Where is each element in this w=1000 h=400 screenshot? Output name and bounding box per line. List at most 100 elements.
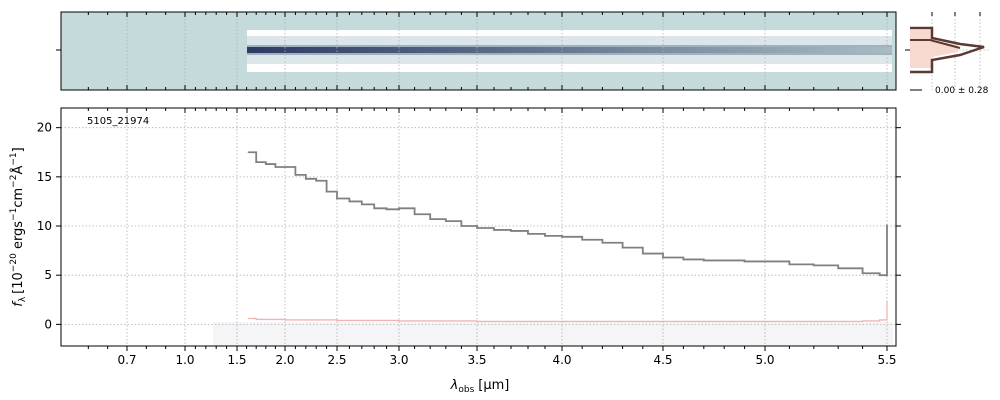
y-tick-label: 10 xyxy=(37,219,52,233)
x-axis-label-lambda: λ xyxy=(450,378,459,393)
flux-point xyxy=(336,197,338,200)
flux-point xyxy=(445,220,447,222)
spectrum-2d-frame xyxy=(60,11,897,91)
error-point xyxy=(247,317,250,320)
y-axis-label-open: [10 xyxy=(11,272,26,294)
y-axis-label: fλ[10−20 ergs−1cm−2Å−1] xyxy=(9,147,28,306)
flux-point xyxy=(385,208,388,211)
spectrum-2d-grid xyxy=(126,12,888,90)
flux-point xyxy=(460,225,463,227)
error-point xyxy=(336,319,338,322)
spectrum-1d-points xyxy=(247,151,888,323)
error-point xyxy=(862,320,864,322)
error-series-line xyxy=(248,301,888,323)
y-axis-label-close: ] xyxy=(11,147,26,152)
flux-point xyxy=(601,241,604,244)
y-tick-label: 15 xyxy=(37,170,52,184)
flux-point xyxy=(294,174,297,176)
y-axis-label-exp3: −2 xyxy=(9,175,19,188)
flux-point xyxy=(265,163,267,165)
x-tick-label: 2.0 xyxy=(275,353,294,367)
flux-point xyxy=(662,256,664,259)
spectrum-1d-ticks: 0.7 1.0 1.5 2.0 2.5 3.0 3.5 4.0 4.5 5.0 5.5 0 5 10 15 2… xyxy=(37,108,901,367)
object-id-label: 5105_21974 xyxy=(87,116,149,127)
flux-point xyxy=(561,236,563,238)
y-axis-label-angstrom: Å xyxy=(10,166,26,175)
flux-point xyxy=(255,161,257,163)
flux-point xyxy=(621,246,624,249)
error-point xyxy=(561,320,563,323)
flux-point xyxy=(413,213,416,216)
x-tick-label: 2.5 xyxy=(327,353,346,367)
flux-point xyxy=(788,263,791,266)
flux-series-line xyxy=(248,151,888,277)
x-tick-label: 1.5 xyxy=(227,353,246,367)
y-axis-label-cm: cm xyxy=(11,188,26,208)
error-point xyxy=(886,301,888,303)
spectrum-2d-trace xyxy=(247,47,892,53)
profile-panel: 0.00 ± 0.28 xyxy=(905,12,990,96)
flux-point xyxy=(348,200,351,203)
y-axis-label-exp4: −1 xyxy=(9,152,19,165)
flux-point xyxy=(476,227,478,229)
x-tick-label: 1.0 xyxy=(175,353,194,367)
error-point xyxy=(879,319,881,321)
error-point xyxy=(662,320,664,323)
error-point xyxy=(255,318,257,321)
x-tick-label: 3.5 xyxy=(467,353,486,367)
x-tick-label: 0.7 xyxy=(117,353,136,367)
y-tick-label: 0 xyxy=(44,317,52,331)
y-axis-label-exp2: −1 xyxy=(9,208,19,221)
flux-point xyxy=(493,229,495,231)
flux-point xyxy=(544,235,546,237)
flux-point xyxy=(878,274,881,276)
x-tick-label: 5.0 xyxy=(755,353,774,367)
flux-point xyxy=(813,264,815,267)
flux-point xyxy=(682,258,685,261)
flux-point xyxy=(764,260,766,263)
spectrum-2d-lower-wing xyxy=(247,55,892,64)
x-axis-label: λobs [μm] xyxy=(450,378,510,395)
spectrum-1d-grid xyxy=(61,108,896,346)
flux-point xyxy=(325,190,328,193)
spectrum-1d-panel: 0.7 1.0 1.5 2.0 2.5 3.0 3.5 4.0 4.5 5.0 5.5 0 5 10 15 2… xyxy=(9,107,901,395)
flux-point xyxy=(723,259,725,262)
flux-point xyxy=(247,151,250,154)
profile-label: 0.00 ± 0.28 xyxy=(935,86,989,96)
x-tick-label: 5.5 xyxy=(877,353,896,367)
flux-point xyxy=(315,179,318,182)
flux-point xyxy=(642,252,644,255)
flux-point xyxy=(429,218,432,220)
flux-point xyxy=(837,267,839,270)
flux-point xyxy=(373,207,376,210)
flux-point xyxy=(274,166,277,168)
x-tick-label: 4.0 xyxy=(552,353,571,367)
flux-point xyxy=(743,260,746,263)
y-tick-label: 5 xyxy=(44,268,52,282)
spectrum-1d-frame xyxy=(60,107,897,347)
x-tick-label: 3.0 xyxy=(389,353,408,367)
y-axis-label-f-sub: λ xyxy=(18,296,28,302)
profile-line xyxy=(910,26,985,74)
error-point xyxy=(764,320,766,323)
profile-fill xyxy=(910,30,958,68)
error-point xyxy=(398,320,400,322)
flux-point xyxy=(703,259,705,262)
error-point xyxy=(476,320,478,323)
spectrum-2d-x-ticks xyxy=(87,12,888,90)
flux-point xyxy=(886,224,888,226)
flux-point xyxy=(510,230,512,232)
flux-point xyxy=(361,203,363,206)
x-axis-label-unit: [μm] xyxy=(478,378,509,393)
y-axis-label-f: f xyxy=(11,300,26,307)
flux-point xyxy=(284,166,286,168)
flux-point xyxy=(527,233,529,235)
spectrum-2d-upper-wing xyxy=(247,36,892,45)
flux-point xyxy=(398,207,400,210)
error-point xyxy=(284,319,286,321)
profile-line-inner xyxy=(910,39,961,49)
y-axis-label-ergs: ergs xyxy=(11,221,26,253)
y-tick-label: 20 xyxy=(37,121,52,135)
masked-region xyxy=(213,322,893,346)
